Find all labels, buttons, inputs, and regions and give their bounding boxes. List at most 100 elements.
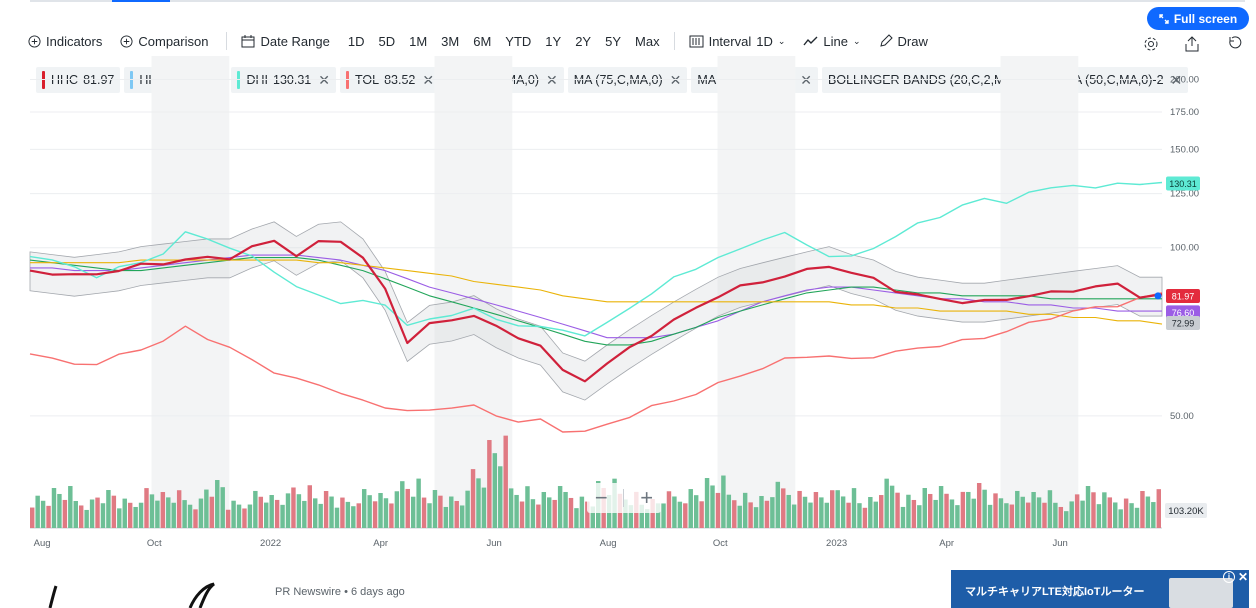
volume-bar <box>73 500 78 528</box>
period-band <box>717 56 796 528</box>
volume-bar <box>247 504 253 528</box>
volume-bar <box>176 490 182 528</box>
volume-bar <box>302 500 307 528</box>
volume-bar <box>552 499 557 528</box>
interval-dropdown[interactable]: Interval 1D ⌄ <box>689 34 785 49</box>
y-tick-label: 150.00 <box>1170 144 1199 155</box>
toolbar-divider <box>673 32 675 50</box>
volume-bar <box>704 478 710 528</box>
volume-bar <box>492 453 498 528</box>
ad-text: マルチキャリアLTE対応IoTルーター <box>965 586 1145 598</box>
date-range-button[interactable]: Date Range <box>241 34 330 49</box>
volume-bar <box>383 498 389 528</box>
ad-info-icon[interactable]: i <box>1223 571 1235 583</box>
volume-bar <box>770 497 775 528</box>
volume-bar <box>68 486 73 528</box>
volume-bar <box>503 435 508 528</box>
volume-bar <box>318 503 323 528</box>
range-5y[interactable]: 5Y <box>605 33 622 49</box>
volume-bar <box>78 505 84 528</box>
price-chart[interactable]: 200.00 175.00 150.00 125.00 100.00 50.00 Aug Oc… <box>0 56 1256 556</box>
volume-bar <box>933 499 938 528</box>
volume-bar <box>438 495 443 528</box>
line-type-label: Line <box>823 33 848 49</box>
range-2y[interactable]: 2Y <box>575 33 592 49</box>
advertisement-banner[interactable]: マルチキャリアLTE対応IoTルーター i ✕ <box>951 570 1249 608</box>
volume-bar <box>166 497 171 528</box>
price-badge <box>1166 288 1200 303</box>
y-tick-label: 100.00 <box>1170 243 1199 254</box>
volume-bar <box>427 503 432 528</box>
x-tick-label: Apr <box>939 538 954 549</box>
settings-gear-icon[interactable] <box>1143 36 1159 52</box>
volume-bar <box>204 489 209 528</box>
volume-bar <box>84 509 89 528</box>
remove-close-icon[interactable]: ✕ <box>1170 71 1183 88</box>
plus-circle-icon <box>28 34 41 48</box>
volume-bar <box>1096 504 1102 528</box>
range-1y[interactable]: 1Y <box>545 33 562 49</box>
volume-bar <box>187 504 193 528</box>
series-line-tol <box>29 292 1163 433</box>
y-tick-label: 125.00 <box>1170 189 1199 200</box>
volume-bar <box>960 491 966 528</box>
volume-bar <box>530 499 536 528</box>
volume-bar <box>764 500 770 528</box>
volume-bar <box>944 493 949 528</box>
zoom-in-button[interactable]: + <box>640 485 654 510</box>
volume-bar <box>759 496 764 528</box>
range-3m[interactable]: 3M <box>441 33 460 49</box>
volume-bar <box>51 488 57 528</box>
chart-area[interactable]: 200.00 175.00 150.00 125.00 100.00 50.00 Aug Oc… <box>0 56 1256 556</box>
ad-close-icon[interactable]: ✕ <box>1237 570 1248 584</box>
volume-bar <box>95 497 100 528</box>
volume-bar <box>35 495 40 528</box>
volume-bar <box>966 491 971 528</box>
volume-bar <box>835 490 840 528</box>
line-type-dropdown[interactable]: Line ⌄ <box>803 33 861 49</box>
share-icon[interactable] <box>1185 36 1199 52</box>
reset-icon[interactable] <box>1227 36 1242 51</box>
volume-bar <box>1025 502 1031 528</box>
volume-bar <box>786 494 791 528</box>
volume-bar <box>753 507 759 528</box>
indicators-button[interactable]: Indicators <box>28 34 102 49</box>
range-1d[interactable]: 1D <box>347 33 365 49</box>
volume-bar <box>1015 490 1020 528</box>
volume-bar <box>470 469 476 528</box>
volume-bar <box>851 488 857 528</box>
price-badge-label: 130.31 <box>1169 179 1197 189</box>
zoom-out-button[interactable]: − <box>594 485 608 510</box>
range-ytd[interactable]: YTD <box>505 33 532 49</box>
expand-icon <box>1159 13 1169 24</box>
volume-bar <box>1085 486 1091 528</box>
range-5d[interactable]: 5D <box>378 33 396 49</box>
x-tick-label: Apr <box>373 538 388 549</box>
comparison-button[interactable]: Comparison <box>120 34 208 49</box>
range-1m[interactable]: 1M <box>409 33 428 49</box>
volume-bar <box>732 500 737 528</box>
indicators-label: Indicators <box>46 33 103 49</box>
volume-bar <box>536 504 541 528</box>
volume-bar <box>356 503 361 528</box>
range-max[interactable]: Max <box>635 33 660 49</box>
volume-bar <box>236 504 242 528</box>
volume-bar <box>639 504 644 528</box>
volume-bar <box>481 487 487 528</box>
volume-bar <box>715 492 721 528</box>
volume-bar <box>323 491 329 528</box>
full-screen-button[interactable]: Full screen <box>1147 7 1249 30</box>
volume-bar <box>253 490 258 528</box>
plus-circle-icon <box>120 34 133 48</box>
top-divider <box>30 0 1245 2</box>
volume-bar <box>198 498 204 528</box>
zoom-control: − + <box>587 483 661 513</box>
volume-bar <box>149 494 155 528</box>
volume-bar <box>895 492 900 528</box>
price-badge <box>1166 316 1200 331</box>
draw-button[interactable]: Draw <box>879 34 928 49</box>
volume-bar <box>1069 501 1074 528</box>
volume-bar <box>340 497 345 528</box>
volume-bar <box>209 496 215 528</box>
range-6m[interactable]: 6M <box>473 33 492 49</box>
